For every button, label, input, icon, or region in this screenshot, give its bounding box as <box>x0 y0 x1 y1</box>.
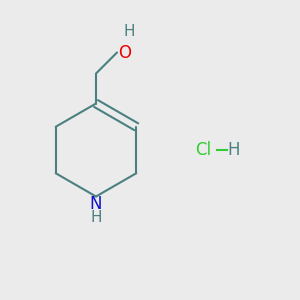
Text: Cl: Cl <box>195 141 211 159</box>
Text: H: H <box>90 210 102 225</box>
Text: N: N <box>90 195 102 213</box>
Text: H: H <box>227 141 240 159</box>
Text: H: H <box>123 24 135 39</box>
Text: O: O <box>118 44 131 62</box>
